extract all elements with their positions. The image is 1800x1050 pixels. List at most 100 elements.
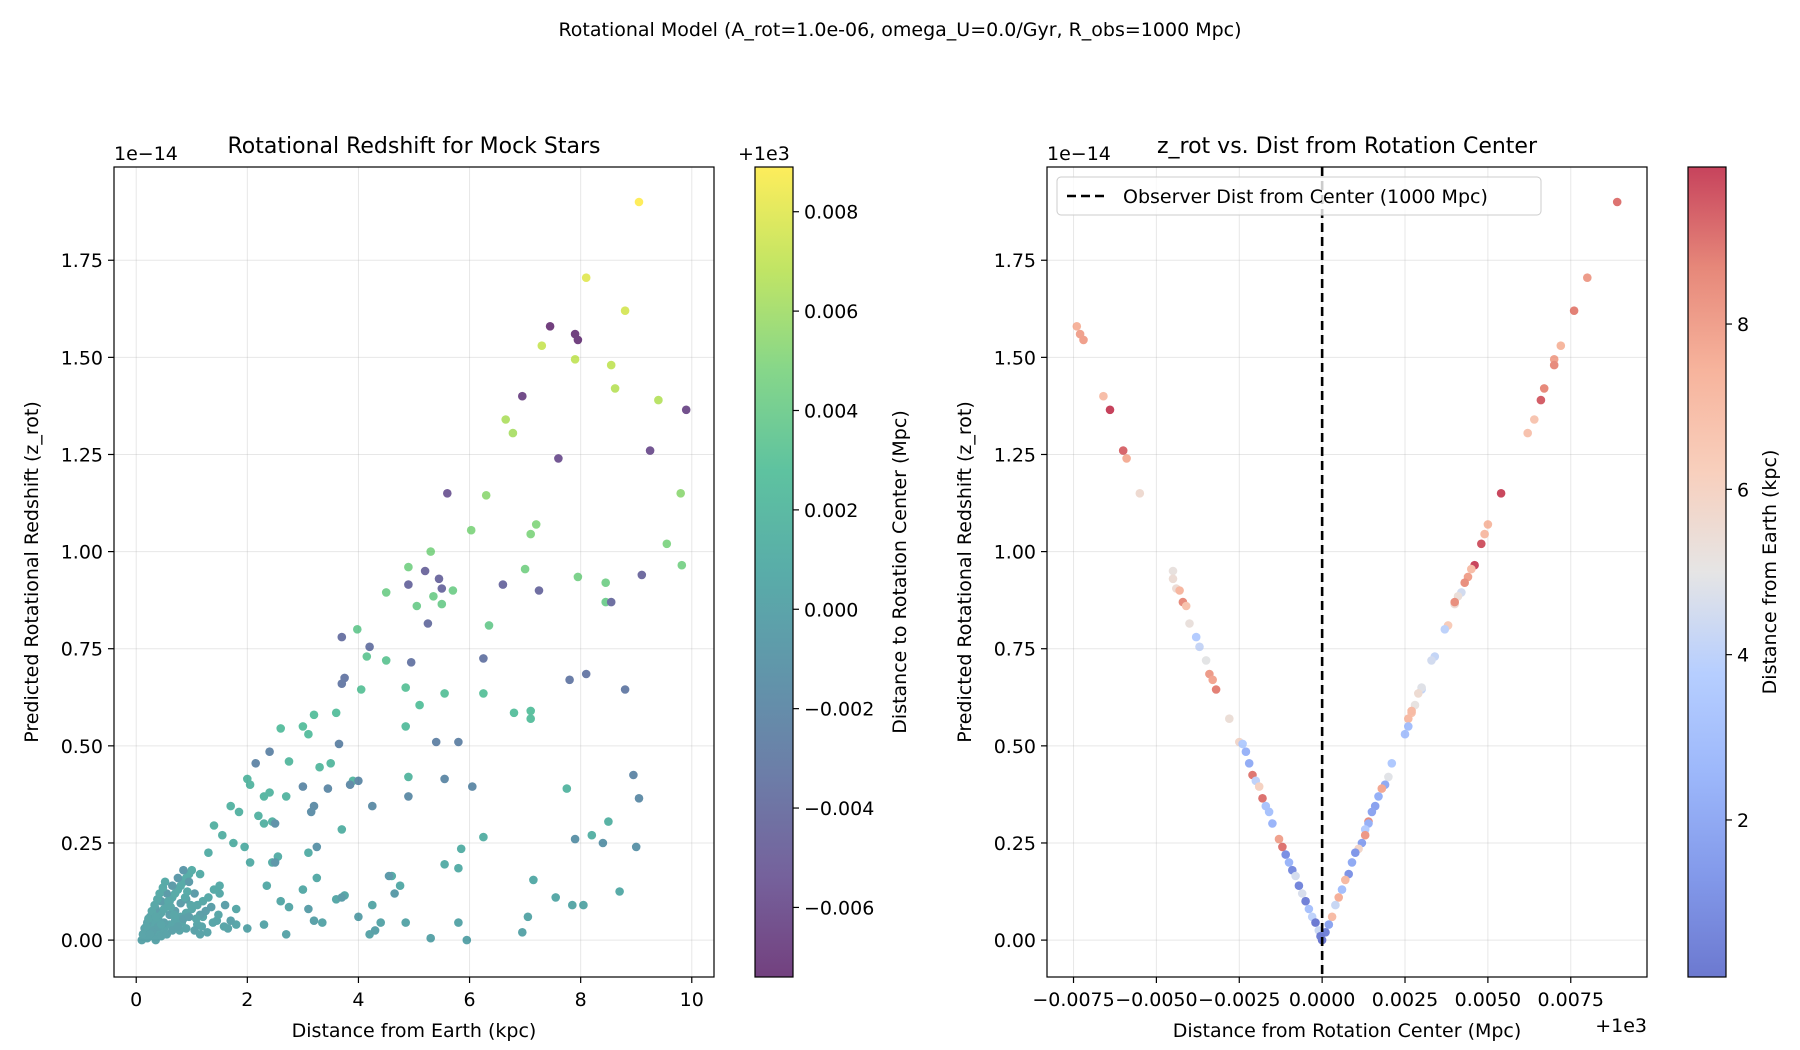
left-scatter-point (434, 574, 444, 584)
left-scatter-point (226, 916, 235, 925)
left-scatter-point (526, 706, 535, 716)
right-plot-frame (1046, 166, 1648, 978)
right-scatter-point (1440, 625, 1450, 634)
right-gridlines (1047, 167, 1647, 977)
left-y-scale-label: 1e−14 (114, 143, 178, 165)
left-scatter-point (309, 710, 319, 720)
left-scatter-point (404, 772, 413, 782)
left-scatter-point (431, 737, 441, 747)
left-x-tick-label: 2 (241, 989, 253, 1011)
left-scatter-point (276, 724, 286, 733)
left-scatter-point (526, 714, 535, 723)
right-scatter-point (1208, 675, 1217, 685)
left-colorbar-tick-label: 0.002 (804, 500, 858, 522)
figure-suptitle: Rotational Model (A_rot=1.0e-06, omega_U… (558, 19, 1241, 41)
left-scatter-point (270, 819, 280, 828)
right-scatter-point (1168, 566, 1178, 576)
right-x-offset-label: +1e3 (1595, 1015, 1647, 1037)
left-y-tick-label: 1.00 (61, 542, 103, 564)
right-scatter-point (1377, 784, 1387, 793)
right-scatter-point (1351, 848, 1360, 857)
left-scatter-point (587, 830, 597, 840)
right-y-tick-label: 1.00 (994, 542, 1036, 564)
left-x-tick-label: 4 (352, 989, 364, 1011)
left-scatter-point (508, 428, 518, 438)
right-scatter-point (1118, 446, 1128, 455)
left-scatter-point (262, 881, 272, 890)
left-scatter-point (184, 912, 194, 922)
left-scatter-point (481, 491, 491, 500)
left-scatter-point (306, 807, 316, 817)
right-y-tick-label: 0.50 (994, 736, 1036, 758)
right-scatter-point (1294, 881, 1304, 890)
right-scatter-point (1311, 918, 1320, 927)
left-scatter-point (466, 525, 476, 535)
right-scatter-point (1324, 920, 1334, 929)
left-scatter-point (326, 759, 336, 768)
left-scatter-point (426, 933, 436, 943)
left-scatter-point (173, 922, 183, 931)
left-y-ticks: 0.00 0.25 0.50 0.75 1.00 1.25 1.50 1.75 (61, 250, 114, 952)
left-scatter-point (166, 902, 175, 912)
right-colorbar-gradient (1688, 167, 1726, 977)
right-scatter-point (1201, 656, 1211, 665)
right-scatter-point (1331, 900, 1340, 910)
left-scatter-point (184, 877, 194, 887)
left-scatter-point (401, 918, 411, 927)
left-scatter-point (462, 935, 472, 945)
left-scatter-point (484, 621, 494, 630)
right-scatter-point (1539, 384, 1549, 393)
left-scatter-point (276, 896, 286, 906)
right-scatter-point (1244, 759, 1254, 768)
left-scatter-point (645, 446, 655, 455)
left-scatter-point (570, 834, 580, 844)
left-scatter-point (265, 747, 274, 756)
left-x-ticks: 0 2 4 6 8 10 (130, 977, 704, 1011)
left-scatter-point (440, 774, 449, 784)
left-scatter-point (551, 893, 560, 902)
left-scatter-point (345, 780, 355, 789)
right-scatter-point (1175, 586, 1184, 595)
left-x-tick-label: 8 (575, 989, 587, 1011)
right-x-tick-label: 0.0050 (1455, 989, 1521, 1011)
right-y-axis-label: Predicted Rotational Redshift (z_rot) (954, 401, 976, 743)
left-scatter-point (570, 355, 580, 364)
right-colorbar-frame (1687, 166, 1727, 978)
right-scatter-points (1072, 197, 1622, 945)
left-scatter-point (518, 391, 527, 401)
left-scatter-point (454, 918, 463, 927)
left-scatter-point (183, 887, 192, 896)
right-scatter-point (1254, 782, 1264, 791)
left-scatter-point (231, 904, 241, 914)
left-scatter-point (368, 900, 377, 910)
right-scatter-point (1569, 306, 1579, 316)
left-scatter-point (681, 405, 691, 415)
left-scatter-point (426, 547, 436, 556)
right-scatter-point (1414, 689, 1423, 698)
left-scatter-point (169, 910, 179, 920)
right-scatter-point (1467, 564, 1476, 574)
left-scatter-point (195, 930, 205, 939)
right-scatter-point (1496, 489, 1506, 498)
left-y-tick-label: 1.75 (61, 250, 103, 272)
left-scatter-point (498, 580, 508, 589)
right-scatter-point (1191, 632, 1201, 642)
left-scatter-point (337, 893, 347, 902)
left-scatter-point (259, 819, 269, 828)
left-scatter-point (437, 584, 447, 593)
left-scatter-point (368, 801, 377, 811)
left-scatter-point (415, 700, 424, 710)
left-y-tick-label: 1.50 (61, 347, 103, 369)
left-scatter-point (334, 739, 344, 749)
left-scatter-point (620, 685, 630, 694)
right-scatter-point (1168, 574, 1178, 584)
right-scatter-point (1301, 896, 1310, 906)
left-scatter-point (573, 335, 583, 345)
right-scatter-panel: −0.0075 −0.0050 −0.0025 0.0000 0.0025 0.0050 0… (954, 134, 1648, 1042)
left-scatter-point (479, 689, 488, 698)
left-scatter-point (529, 875, 538, 885)
left-colorbar-frame (754, 166, 794, 978)
right-scatter-point (1583, 273, 1592, 283)
left-scatter-point (390, 889, 399, 898)
